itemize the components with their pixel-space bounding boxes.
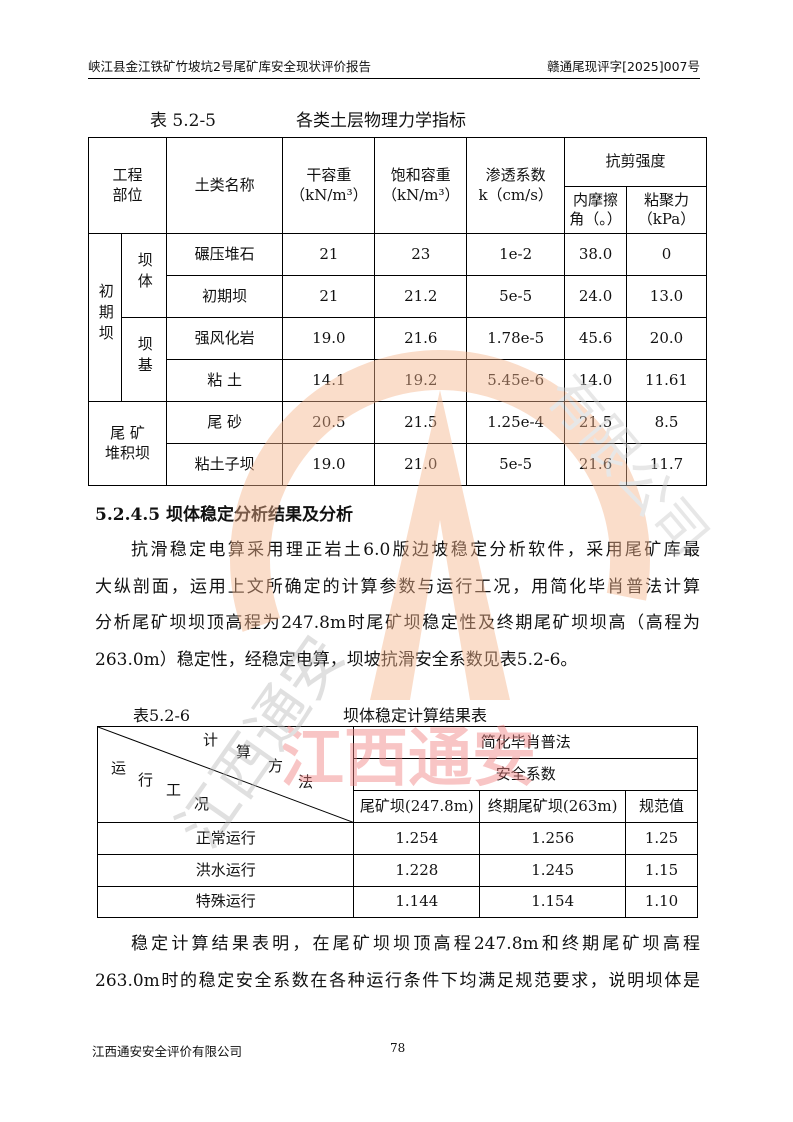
cell: 14.1 — [282, 359, 376, 402]
cell: 14.0 — [564, 359, 628, 402]
cell: 21.6 — [374, 317, 468, 360]
group-tail: 尾 矿 堆积坝 — [88, 401, 167, 486]
header-sat: 饱和容重 （kN/m³） — [374, 137, 468, 234]
diagonal-line — [98, 727, 355, 823]
footer-company: 江西通安安全评价有限公司 — [92, 1044, 243, 1059]
cell: 1.144 — [353, 886, 481, 918]
col-header: 终期尾矿坝(263m) — [479, 790, 627, 823]
header-phi: 内摩擦角（。） — [564, 186, 628, 234]
header-part: 工程部位 — [88, 137, 167, 234]
diag-label: 计 — [203, 731, 219, 749]
cell: 洪水运行 — [96, 854, 355, 887]
diag-label: 况 — [194, 795, 210, 813]
table1-caption-number: 表 5.2-5 — [150, 111, 216, 131]
cell: 1.256 — [479, 822, 627, 855]
text-line: 263.0m）稳定性，经稳定电算，坝坡抗滑安全系数见表5.2-6。 — [95, 649, 578, 670]
cell: 初期坝 — [165, 275, 284, 318]
cell: 粘 土 — [165, 359, 284, 402]
header-doc-number: 赣通尾现评字[2025]007号 — [547, 59, 700, 74]
cell: 13.0 — [626, 275, 707, 318]
cell: 11.7 — [626, 443, 707, 486]
cell: 5e-5 — [466, 275, 566, 318]
header-title: 峡江县金江铁矿竹坡坑2号尾矿库安全现状评价报告 — [88, 59, 371, 74]
cell: 1.228 — [353, 854, 481, 887]
text-line: 分析尾矿坝坝顶高程为247.8m时尾矿坝稳定性及终期尾矿坝坝高（高程为 — [95, 613, 700, 633]
diagonal-header-cell: 计 算 方 法 运 行 工 况 — [96, 726, 355, 823]
cell: 19.0 — [282, 443, 376, 486]
cell: 21 — [282, 233, 376, 276]
diag-label: 法 — [298, 773, 314, 791]
text-line: 大纵剖面，运用上文所确定的计算参数与运行工况，用简化毕肖普法计算 — [95, 576, 700, 597]
cell: 20.0 — [626, 317, 707, 360]
cell: 21.6 — [564, 443, 628, 486]
cell: 45.6 — [564, 317, 628, 360]
cell: 20.5 — [282, 401, 376, 444]
cell: 碾压堆石 — [165, 233, 284, 276]
header-perm: 渗透系数 k（cm/s） — [466, 137, 566, 234]
paragraph-2: 稳定计算结果表明，在尾矿坝坝顶高程247.8m和终期尾矿坝高程 263.0m时的… — [95, 926, 700, 999]
cell: 1.25 — [625, 822, 698, 855]
diag-label: 算 — [236, 743, 252, 761]
section-heading: 5.2.4.5 坝体稳定分析结果及分析 — [95, 505, 353, 525]
col-header: 尾矿坝(247.8m) — [353, 790, 481, 823]
cell: 23 — [374, 233, 468, 276]
cell: 11.61 — [626, 359, 707, 402]
table1-caption-title: 各类土层物理力学指标 — [296, 111, 466, 131]
cell: 8.5 — [626, 401, 707, 444]
cell: 1e-2 — [466, 233, 566, 276]
cell: 21 — [282, 275, 376, 318]
diag-label: 运 — [111, 759, 127, 777]
group-body: 坝体 — [120, 233, 167, 318]
cell: 1.25e-4 — [466, 401, 566, 444]
diag-label: 行 — [138, 771, 154, 789]
cell: 19.2 — [374, 359, 468, 402]
cell: 正常运行 — [96, 822, 355, 855]
cell: 1.10 — [625, 886, 698, 918]
header-shear: 抗剪强度 — [564, 137, 707, 187]
cell: 24.0 — [564, 275, 628, 318]
cell: 5.45e-6 — [466, 359, 566, 402]
cell: 1.254 — [353, 822, 481, 855]
table2-caption-number: 表5.2-6 — [133, 706, 191, 725]
text-line: 263.0m时的稳定安全系数在各种运行条件下均满足规范要求，说明坝体是 — [95, 970, 700, 991]
header-soil: 土类名称 — [165, 137, 284, 234]
group-base: 坝基 — [120, 317, 167, 402]
cell: 21.2 — [374, 275, 468, 318]
cell: 特殊运行 — [96, 886, 355, 918]
diag-label: 工 — [166, 781, 182, 799]
text-line: 抗滑稳定电算采用理正岩土6.0版边坡稳定分析软件，采用尾矿库最 — [131, 540, 700, 560]
cell: 1.78e-5 — [466, 317, 566, 360]
table2-caption-title: 坝体稳定计算结果表 — [343, 706, 488, 725]
cell: 19.0 — [282, 317, 376, 360]
text-line: 稳定计算结果表明，在尾矿坝坝顶高程247.8m和终期尾矿坝高程 — [131, 934, 700, 954]
soil-properties-table: 工程部位 土类名称 干容重 （kN/m³） 饱和容重 （kN/m³） 渗透系数 k（c… — [88, 137, 707, 486]
cell: 0 — [626, 233, 707, 276]
method-header: 简化毕肖普法 — [353, 726, 698, 759]
factor-header: 安全系数 — [353, 758, 698, 791]
group-initial: 初期坝 — [88, 233, 122, 402]
cell: 1.154 — [479, 886, 627, 918]
col-header: 规范值 — [625, 790, 698, 823]
paragraph-1: 抗滑稳定电算采用理正岩土6.0版边坡稳定分析软件，采用尾矿库最 大纵剖面，运用上… — [95, 532, 700, 678]
header-dry: 干容重 （kN/m³） — [282, 137, 376, 234]
page-header: 峡江县金江铁矿竹坡坑2号尾矿库安全现状评价报告 赣通尾现评字[2025]007号 — [88, 56, 700, 79]
cell: 21.5 — [374, 401, 468, 444]
cell: 5e-5 — [466, 443, 566, 486]
cell: 粘土子坝 — [165, 443, 284, 486]
header-c: 粘聚力（kPa） — [626, 186, 707, 234]
cell: 尾 砂 — [165, 401, 284, 444]
stability-results-table: 计 算 方 法 运 行 工 况 简化毕肖普法 安全系数 尾矿坝(247.8m) … — [96, 726, 698, 918]
cell: 21.0 — [374, 443, 468, 486]
cell: 38.0 — [564, 233, 628, 276]
cell: 强风化岩 — [165, 317, 284, 360]
cell: 1.245 — [479, 854, 627, 887]
diag-label: 方 — [268, 757, 284, 775]
cell: 21.5 — [564, 401, 628, 444]
page-number: 78 — [390, 1041, 406, 1055]
cell: 1.15 — [625, 854, 698, 887]
